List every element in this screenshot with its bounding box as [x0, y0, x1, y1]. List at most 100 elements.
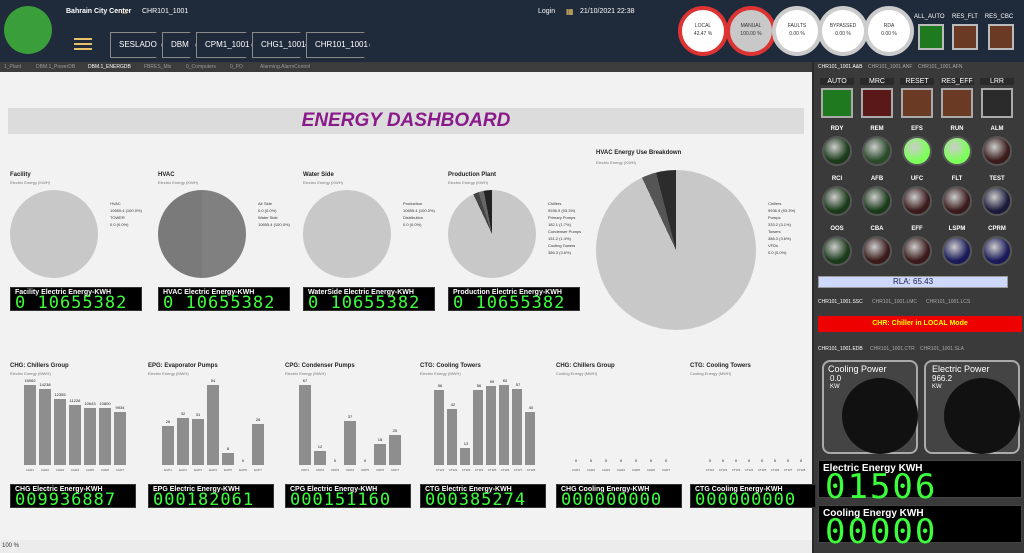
rtab-sla[interactable]: CHR101_1001.SLA — [920, 346, 964, 352]
res-cbc-button[interactable] — [988, 24, 1014, 50]
status-lamp — [942, 186, 972, 216]
bar-value-label: 54 — [210, 378, 216, 383]
control-button[interactable] — [941, 88, 973, 118]
lcd-value: 000000000 — [695, 490, 797, 510]
menu-icon[interactable] — [74, 38, 92, 52]
home-icon[interactable]: ⌂ — [122, 6, 128, 16]
bar-chart-subtitle: Electric Energy (MWH) — [148, 371, 189, 376]
lcd-value: 000151160 — [290, 490, 392, 510]
lamp-label: EFF — [911, 226, 923, 232]
lcd-value: 000182061 — [153, 490, 255, 510]
bar-value-label: 37 — [347, 414, 353, 419]
legend-item: Condenser Pumps — [548, 229, 582, 234]
bar-category-label: CTW2 — [718, 468, 728, 472]
bar-value-label: 18 — [377, 437, 383, 442]
meter2-unit: KW — [932, 384, 942, 390]
bar-chart-subtitle: Electric Energy (MWH) — [420, 371, 461, 376]
control-button[interactable] — [861, 88, 893, 118]
lcd-label: HVAC Electric Energy-KWH — [163, 289, 255, 296]
tab-computers[interactable]: 0_Computers — [186, 64, 217, 70]
lcd-value: 0 10655382 — [15, 293, 128, 313]
bar — [177, 418, 189, 465]
bar-category-label: CTW8 — [796, 468, 806, 472]
tab-energdb[interactable]: DBM.1_ENERGDB — [88, 64, 131, 70]
pie-subtitle: Electric Energy (KWH) — [10, 180, 51, 185]
bar-category-label: CHR5 — [85, 468, 95, 472]
zoom-level[interactable]: 100 % — [2, 543, 20, 549]
all-auto-button[interactable] — [918, 24, 944, 50]
status-lamp — [822, 136, 852, 166]
legend-item: Pumps — [768, 215, 781, 220]
bottom-energy-lcd: CHG Cooling Energy-KWH 000000000 — [556, 484, 682, 509]
legend-item: 333.2 (3.1%) — [768, 222, 791, 227]
bar-value-label: 0 — [589, 458, 593, 463]
bar — [499, 385, 509, 465]
login-link[interactable]: Login — [538, 8, 556, 15]
lcd-label: EPG Electric Energy-KWH — [153, 486, 240, 493]
bar-value-label: 0 — [747, 458, 751, 463]
legend-item: Towers — [768, 229, 781, 234]
crumb-4[interactable]: CHG1_1001 — [252, 32, 306, 58]
bar-category-label: EUP5 — [224, 468, 232, 472]
control-button[interactable] — [901, 88, 933, 118]
bar-category-label: CHR7 — [115, 468, 125, 472]
tab-powerdb[interactable]: DBM.1_PowerDB — [36, 64, 76, 70]
rtab-ab[interactable]: CHR101_1001.A&B — [818, 64, 863, 70]
tab-fbres[interactable]: FBRES_Mix — [144, 64, 172, 70]
rtab-lcs[interactable]: CHR101_1001.LCS — [926, 299, 971, 305]
lcd2-label: Cooling Energy KWH — [823, 508, 924, 519]
legend-item: 10655.4 (100.0%) — [403, 208, 435, 213]
control-button[interactable] — [821, 88, 853, 118]
bar-category-label: CDP3 — [330, 468, 339, 472]
status-lamp — [902, 236, 932, 266]
bar-chart-subtitle: Electric Energy (MWH) — [285, 371, 326, 376]
bar-category-label: CTW5 — [757, 468, 767, 472]
bar-category-label: EUP4 — [209, 468, 217, 472]
crumb-3[interactable]: CPM1_1001 — [196, 32, 252, 58]
control-button[interactable] — [981, 88, 1013, 118]
energy-lcd: Facility Electric Energy-KWH 0 10655382 — [10, 287, 142, 313]
bar-category-label: CDP7 — [390, 468, 399, 472]
rtab-lmc[interactable]: CHR101_1001.LMC — [872, 299, 918, 305]
bar-chart-subtitle: Cooling Energy (MWH) — [690, 371, 732, 376]
energy-lcd: Production Electric Energy-KWH 0 10655382 — [448, 287, 580, 312]
bar-category-label: CHR4 — [70, 468, 80, 472]
crumb-1[interactable]: SESLADO — [110, 32, 162, 58]
bar — [447, 409, 457, 465]
lcd-label: CPG Electric Energy-KWH — [290, 486, 378, 493]
bar-category-label: CTW1 — [435, 468, 445, 472]
rtab-ssc[interactable]: CHR101_1001.SSC — [818, 299, 863, 305]
lamp-label: FLT — [951, 176, 963, 182]
legend-item: 386.3 (3.6%) — [768, 236, 791, 241]
gauge-rda: RDA 0.00 % — [864, 6, 914, 56]
tab-plant[interactable]: 1_Plant — [4, 64, 21, 70]
legend-item: 151.2 (1.4%) — [548, 236, 571, 241]
pie-subtitle: Electric Energy (KWH) — [448, 180, 489, 185]
tab-po[interactable]: 0_PO — [230, 64, 243, 70]
rtab-afn[interactable]: CHR101_1001.AFN — [918, 64, 963, 70]
rla-value: RLA: 65.43 — [892, 277, 934, 286]
res-cbc-label: RES_CBC — [984, 14, 1014, 20]
control-button-label: AUTO — [820, 78, 854, 85]
res-flt-label: RES_FLT — [952, 14, 978, 20]
tab-alarm[interactable]: Alarming.AlarmControl — [260, 64, 311, 70]
legend-item: Distribution — [403, 215, 424, 220]
crumb-2[interactable]: DBM — [162, 32, 196, 58]
lamp-label: ALM — [990, 126, 1004, 132]
rla-bar — [818, 276, 1008, 288]
meter1-unit: KW — [830, 384, 840, 390]
bar — [434, 390, 444, 465]
energy-lcd: HVAC Electric Energy-KWH 0 10655382 — [158, 287, 290, 312]
rtab-ctr[interactable]: CHR101_1001.CTR — [870, 346, 915, 352]
control-button-label: RESET — [900, 78, 934, 85]
cooling-power-meter: Cooling Power 0.0 KW — [822, 360, 918, 454]
crumb-5[interactable]: CHR101_1001 — [306, 32, 370, 58]
bar-value-label: 60 — [502, 378, 508, 383]
page-title: ENERGY DASHBOARD — [301, 110, 511, 131]
rtab-edb[interactable]: CHR101_1001.EDB — [818, 346, 863, 352]
rtab-anf[interactable]: CHR101_1001.ANF — [868, 64, 913, 70]
bar-category-label: EUP1 — [164, 468, 172, 472]
res-flt-button[interactable] — [952, 24, 978, 50]
legend-item: 0.0 (0.0%) — [110, 222, 129, 227]
datetime: 21/10/2021 22:38 — [580, 8, 635, 15]
